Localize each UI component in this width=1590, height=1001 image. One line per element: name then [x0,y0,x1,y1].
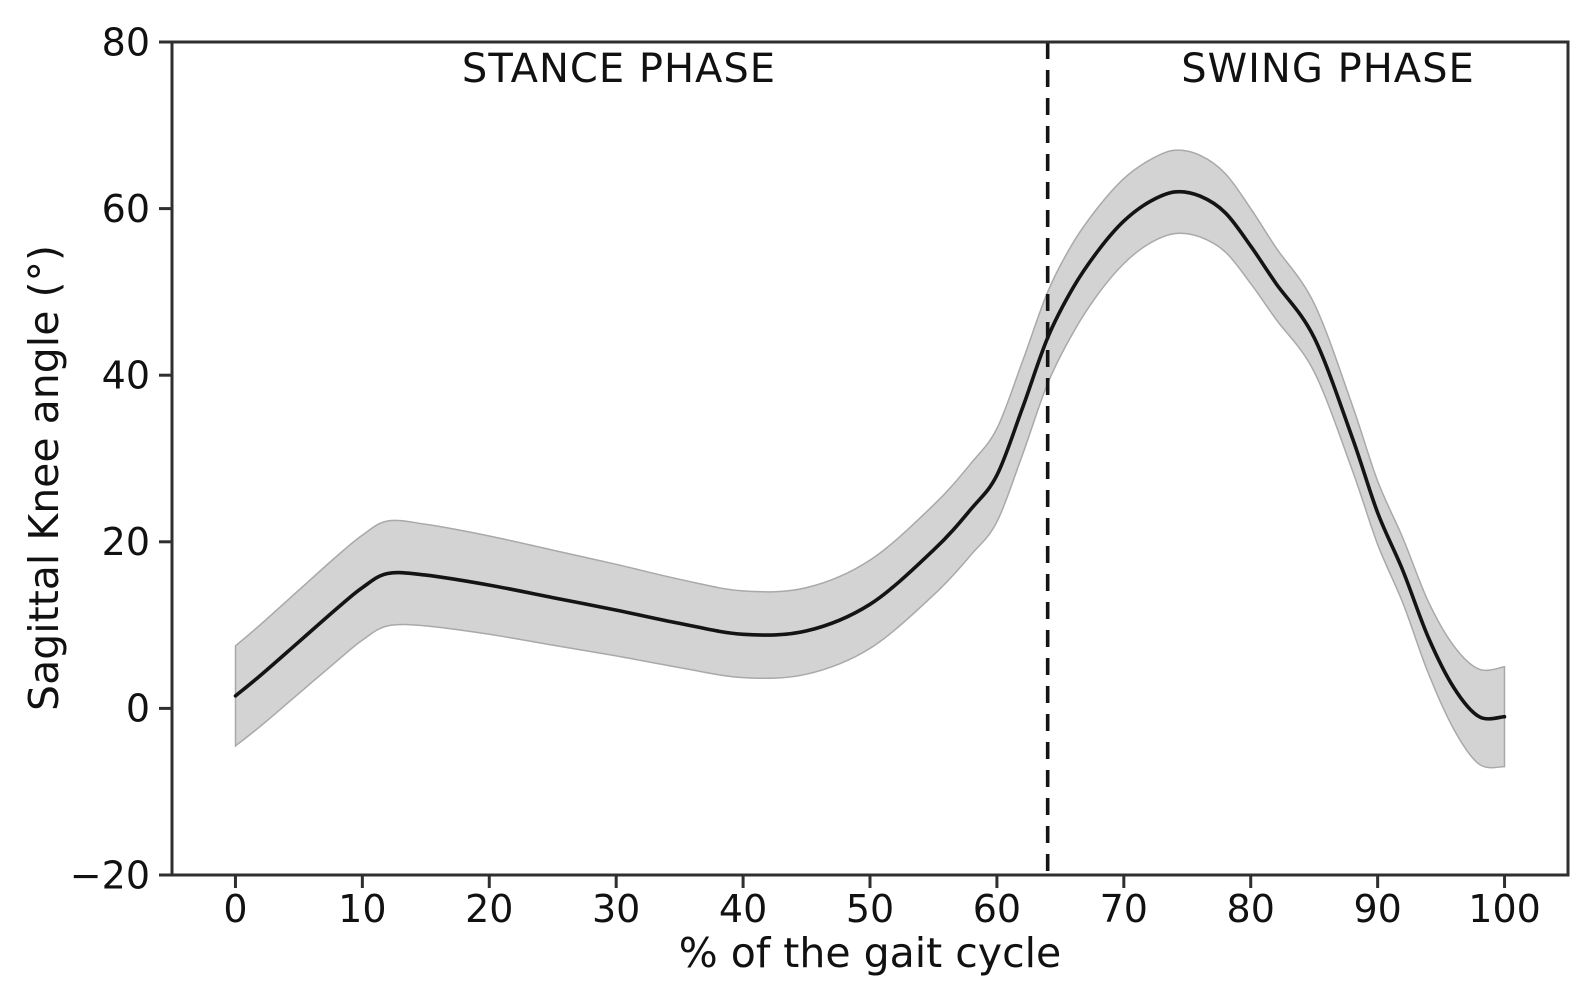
stance-phase-label: STANCE PHASE [461,46,777,92]
y-tick-label: 0 [126,687,150,731]
x-tick-label: 100 [1468,887,1541,931]
y-tick-label: 60 [102,187,150,231]
y-tick-label: 40 [102,354,150,398]
y-tick-label: 80 [102,20,150,64]
y-tick-label: 20 [102,520,150,564]
x-tick-label: 70 [1100,887,1148,931]
x-tick-label: 90 [1353,887,1401,931]
x-tick-label: 40 [719,887,767,931]
mean-knee-angle-line [233,189,1507,721]
swing-phase-label: SWING PHASE [1181,46,1475,92]
x-tick-label: 10 [338,887,386,931]
x-tick-label: 20 [465,887,513,931]
x-tick-label: 80 [1227,887,1275,931]
x-axis-title: % of the gait cycle [678,929,1062,977]
x-tick-label: 0 [223,887,247,931]
x-tick-label: 60 [973,887,1021,931]
sd-band [234,149,1506,769]
x-tick-label: 30 [592,887,640,931]
x-tick-label: 50 [846,887,894,931]
y-axis-title: Sagittal Knee angle (°) [20,245,68,711]
y-tick-label: −20 [70,853,150,897]
